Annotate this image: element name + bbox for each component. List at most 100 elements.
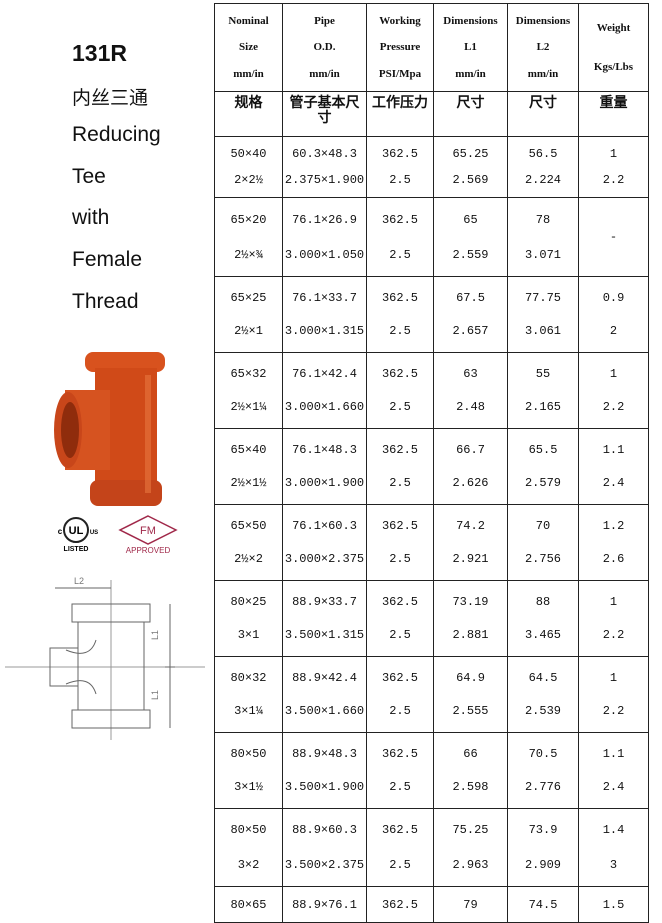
table-cell: 78 3.071: [507, 197, 579, 277]
cell-line: 1.2: [602, 518, 625, 533]
cell-line: 65.5: [528, 442, 558, 457]
cell-line: 63: [463, 366, 478, 381]
cell-line: 2.5: [389, 780, 411, 795]
cell-content: 362.5 2.5: [367, 277, 433, 352]
table-cell: 1.1 2.4: [578, 428, 649, 505]
cell-content: 76.1×26.9 3.000×1.050: [283, 198, 366, 276]
fm-approved: APPROVED: [126, 546, 171, 555]
table-row: 65×20 2½×¾ 76.1×26.9 3.000×1.050 362.5 2.5 65 2…: [214, 197, 649, 277]
table-cell: 1 2.2: [578, 136, 649, 198]
table-cell: 55 2.165: [507, 352, 579, 429]
table-cell: 1.4 3: [578, 808, 649, 887]
cell-content: 65.5 2.579: [508, 429, 578, 504]
cell-line: 3.071: [524, 247, 561, 262]
cell-line: -: [609, 230, 618, 244]
cell-line: 80×50: [230, 823, 267, 838]
table-cell: 1 2.2: [578, 580, 649, 657]
table-cell: 1 2.2: [578, 352, 649, 429]
table-cell: 77.75 3.061: [507, 276, 579, 353]
cell-content: 76.1×60.3 3.000×2.375: [283, 505, 366, 580]
table-cell: 80×65: [214, 886, 283, 923]
cell-content: 88.9×76.1: [283, 887, 366, 922]
table-cell: 尺寸: [507, 91, 579, 137]
table-cell: 尺寸: [433, 91, 508, 137]
cell-line: 2.963: [452, 857, 489, 872]
cell-line: 0.9: [602, 290, 625, 305]
cell-line: mm/in: [455, 67, 486, 80]
cell-line: 74.5: [528, 897, 558, 912]
cell-line: 2½×1¼: [230, 400, 267, 415]
table-cell: 70.5 2.776: [507, 732, 579, 809]
table-cell: 1.1 2.4: [578, 732, 649, 809]
cell-line: 尺寸: [456, 95, 485, 111]
table-cell: 65×50 2½×2: [214, 504, 283, 581]
cell-content: Weight Kgs/Lbs: [579, 4, 648, 91]
cell-content: 64.5 2.539: [508, 657, 578, 732]
cell-line: 65×50: [230, 518, 267, 533]
illustrations: UL c US LISTED FM APPROVED L2 L1 L1: [5, 352, 205, 740]
cell-line: 2.48: [456, 400, 485, 415]
cell-line: 1.4: [602, 823, 625, 838]
cell-line: L1: [464, 41, 477, 54]
cell-line: 362.5: [381, 442, 418, 457]
table-cell: 80×25 3×1: [214, 580, 283, 657]
cell-content: 88.9×60.3 3.500×2.375: [283, 809, 366, 886]
cell-content: 65×40 2½×1½: [215, 429, 282, 504]
table-cell: 管子基本尺寸: [282, 91, 367, 137]
cell-content: 规格: [215, 92, 282, 115]
cell-line: 2.579: [524, 476, 561, 491]
table-row: 80×50 3×1½ 88.9×48.3 3.500×1.900 362.5 2.5 66 2…: [214, 732, 649, 809]
table-cell: 80×32 3×1¼: [214, 656, 283, 733]
table-cell: 1 2.2: [578, 656, 649, 733]
cell-line: 2.5: [389, 400, 411, 415]
cell-line: 362.5: [381, 212, 418, 227]
product-name-line: Tee: [72, 164, 106, 188]
cell-line: 2.5: [389, 476, 411, 491]
cell-line: 65×25: [230, 290, 267, 305]
cell-line: 76.1×33.7: [292, 290, 357, 305]
cell-line: 2.598: [452, 780, 489, 795]
cell-line: 2.2: [602, 173, 625, 187]
cell-line: 362.5: [381, 897, 418, 912]
table-cell: 66.7 2.626: [433, 428, 508, 505]
cell-line: 规格: [234, 95, 263, 111]
cell-content: 工作压力: [367, 92, 433, 115]
table-cell: 75.25 2.963: [433, 808, 508, 887]
cell-content: 362.5 2.5: [367, 581, 433, 656]
cell-content: 362.5 2.5: [367, 198, 433, 276]
cell-line: Weight: [596, 21, 631, 34]
cell-line: 75.25: [452, 823, 489, 838]
cell-line: 65×40: [230, 442, 267, 457]
cell-line: 73.9: [528, 823, 558, 838]
cell-line: 60.3×48.3: [292, 147, 357, 161]
cell-line: 64.5: [528, 670, 558, 685]
cell-content: 76.1×42.4 3.000×1.660: [283, 353, 366, 428]
cell-content: 管子基本尺寸: [283, 92, 366, 130]
cell-content: 80×32 3×1¼: [215, 657, 282, 732]
dim-l1: L1: [150, 630, 160, 640]
cell-line: Pressure: [379, 41, 421, 54]
cell-line: 73.19: [452, 594, 489, 609]
table-cell: 362.5 2.5: [366, 276, 434, 353]
cell-content: 88 3.465: [508, 581, 578, 656]
table-cell: 63 2.48: [433, 352, 508, 429]
table-cell: Pipe O.D. mm/in: [282, 3, 367, 92]
cell-line: 55: [535, 366, 551, 381]
cell-line: 2.569: [452, 173, 489, 187]
cell-content: 56.5 2.224: [508, 137, 578, 197]
cell-line: 76.1×26.9: [292, 212, 357, 227]
cell-content: 1.4 3: [579, 809, 648, 886]
cell-content: 75.25 2.963: [434, 809, 507, 886]
fm-text: FM: [140, 525, 156, 537]
cell-line: 2.555: [452, 704, 489, 719]
cell-content: 65×20 2½×¾: [215, 198, 282, 276]
table-cell: 规格: [214, 91, 283, 137]
table-cell: 66 2.598: [433, 732, 508, 809]
cell-line: 重量: [599, 95, 628, 111]
ul-text: UL: [69, 525, 84, 537]
cell-line: 3.500×1.315: [284, 628, 365, 643]
cell-line: 2½×1: [234, 324, 263, 339]
table-cell: 88.9×48.3 3.500×1.900: [282, 732, 367, 809]
tee-photo: [54, 352, 165, 506]
cell-line: mm/in: [233, 67, 264, 80]
